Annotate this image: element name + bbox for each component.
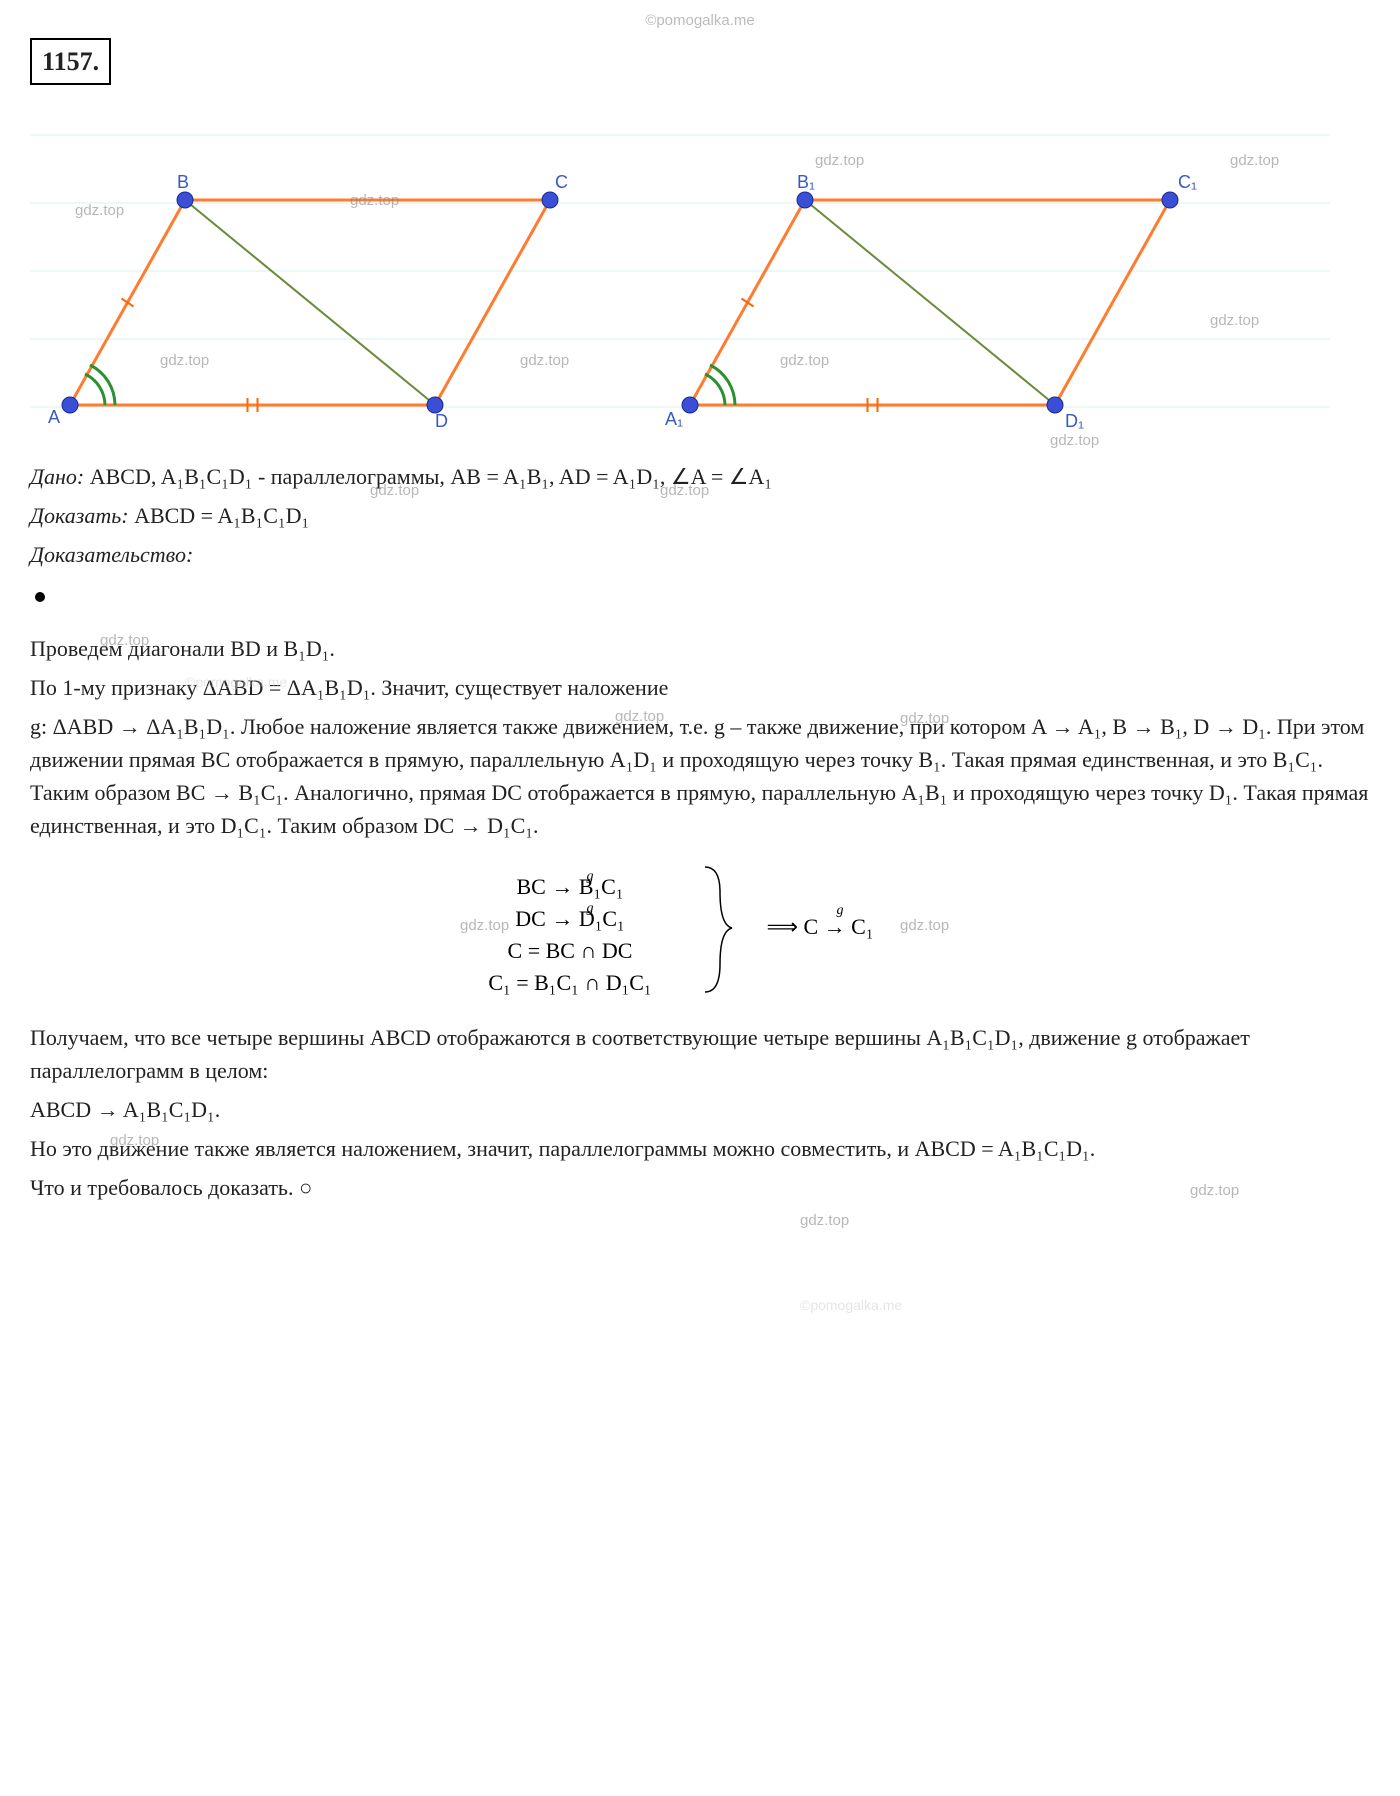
- prove-text: ABCD = A₁B₁C₁D₁: [129, 503, 310, 528]
- proof-para-1: Проведем диагонали BD и B₁D₁.: [30, 632, 1370, 665]
- proof-para-2b: g: ΔABD → ΔA₁B₁D₁. Любое наложение являе…: [30, 710, 1370, 842]
- watermark-text: gdz.top: [800, 1210, 849, 1233]
- given-text: ABCD, A₁B₁C₁D₁ - параллелограммы, AB = A…: [84, 464, 772, 489]
- svg-text:gdz.top: gdz.top: [160, 352, 209, 369]
- proof-para-5: Что и требовалось доказать. ○: [30, 1171, 1370, 1204]
- bullet-icon: [35, 592, 45, 602]
- proof-para-2a: По 1-му признаку ΔABD = ΔA₁B₁D₁. Значит,…: [30, 671, 1370, 704]
- math-implication-block: g BC → B₁C₁ g DC → D₁C₁ C = BC ∩ DC C₁ =…: [30, 852, 1370, 1011]
- svg-text:gdz.top: gdz.top: [1230, 152, 1279, 169]
- math-line-4: C₁ = B₁C₁ ∩ D₁C₁: [488, 970, 651, 995]
- diagram: A B C D A₁ B₁ C₁ D₁ gdz.top gdz.top gdz.top gdz.top…: [30, 105, 1330, 445]
- proof-para-3b: ABCD → A₁B₁C₁D₁.: [30, 1093, 1370, 1126]
- svg-text:D₁: D₁: [1065, 411, 1084, 431]
- svg-text:gdz.top: gdz.top: [1210, 312, 1259, 329]
- svg-text:B: B: [177, 172, 189, 192]
- svg-text:D: D: [435, 411, 448, 431]
- svg-text:A₁: A₁: [665, 409, 683, 429]
- svg-text:gdz.top: gdz.top: [350, 192, 399, 209]
- watermark-top: ©pomogalka.me: [30, 10, 1370, 33]
- svg-text:gdz.top: gdz.top: [815, 152, 864, 169]
- svg-text:C: C: [555, 172, 568, 192]
- right-brace: [705, 867, 732, 992]
- math-brace-svg: g BC → B₁C₁ g DC → D₁C₁ C = BC ∩ DC C₁ =…: [440, 852, 960, 1002]
- math-line-1: BC → B₁C₁: [516, 874, 623, 899]
- math-line-3: C = BC ∩ DC: [508, 938, 633, 963]
- svg-text:gdz.top: gdz.top: [780, 352, 829, 369]
- problem-number: 1157.: [30, 38, 111, 85]
- math-line-2: DC → D₁C₁: [515, 906, 624, 931]
- parallelogram-diagram: A B C D A₁ B₁ C₁ D₁ gdz.top gdz.top gdz.top gdz.top…: [30, 105, 1330, 445]
- svg-text:B₁: B₁: [797, 172, 815, 192]
- given-line: Дано: ABCD, A₁B₁C₁D₁ - параллелограммы, …: [30, 460, 1370, 493]
- proof-label-line: Доказательство:: [30, 538, 1370, 571]
- watermark-text: ©pomogalka.me: [800, 1295, 902, 1316]
- page-content: ©pomogalka.me 1157. A B C D A₁ B₁ C₁ D₁ gdz.top g…: [30, 10, 1370, 1204]
- math-implies: ⟹ C → C₁: [766, 914, 873, 939]
- proof-para-3: Получаем, что все четыре вершины ABCD от…: [30, 1021, 1370, 1087]
- svg-text:gdz.top: gdz.top: [75, 202, 124, 219]
- proof-label: Доказательство:: [30, 542, 193, 567]
- proof-para-4: Но это движение также является наложение…: [30, 1132, 1370, 1165]
- svg-text:gdz.top: gdz.top: [520, 352, 569, 369]
- svg-text:C₁: C₁: [1178, 172, 1197, 192]
- prove-line: Доказать: ABCD = A₁B₁C₁D₁: [30, 499, 1370, 532]
- prove-label: Доказать:: [30, 503, 129, 528]
- svg-text:A: A: [48, 407, 60, 427]
- given-label: Дано:: [30, 464, 84, 489]
